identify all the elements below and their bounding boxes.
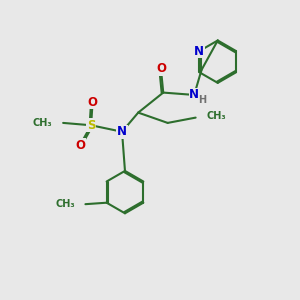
Text: O: O <box>88 96 98 109</box>
Text: N: N <box>189 88 199 101</box>
Text: S: S <box>87 119 95 132</box>
Text: N: N <box>194 45 204 58</box>
Text: CH₃: CH₃ <box>207 111 226 121</box>
Text: CH₃: CH₃ <box>56 199 75 209</box>
Text: O: O <box>156 62 166 75</box>
Text: CH₃: CH₃ <box>32 118 52 128</box>
Text: N: N <box>117 125 127 138</box>
Text: H: H <box>198 95 206 105</box>
Text: O: O <box>75 139 85 152</box>
